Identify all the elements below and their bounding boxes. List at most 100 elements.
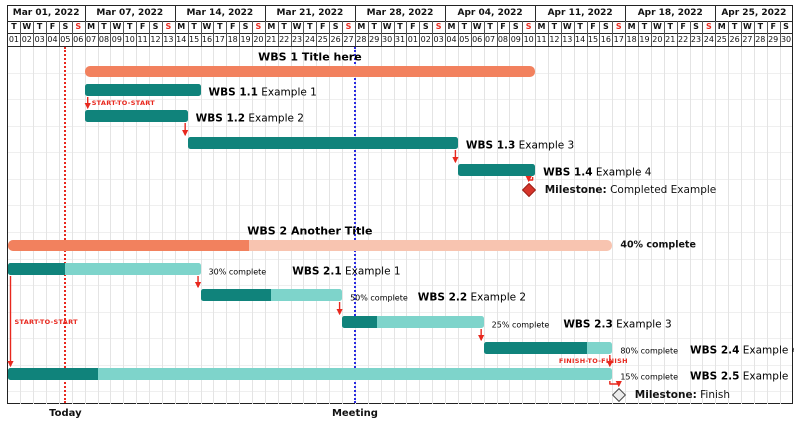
grid-vline	[149, 47, 151, 404]
day-separator	[97, 21, 99, 46]
grid-vline	[239, 47, 241, 404]
grid-vline	[432, 47, 434, 404]
grid-hline	[8, 311, 792, 313]
day-letter-cell: F	[49, 22, 56, 31]
day-separator	[277, 21, 279, 46]
day-letter-cell: F	[320, 22, 326, 31]
grid-vline	[741, 47, 743, 404]
grid-vline	[663, 47, 665, 404]
day-separator	[509, 21, 511, 46]
task-name: WBS 1.2 Example 2	[195, 112, 304, 125]
task-name: WBS 1.4 Example 4	[543, 166, 652, 179]
task-progress-label: 50% complete	[350, 293, 408, 303]
grid-hline	[8, 231, 792, 233]
day-letter-cell: T	[667, 22, 673, 31]
day-separator	[342, 21, 344, 46]
grid-vline	[728, 47, 730, 404]
week-header-cell: Apr 04, 2022	[457, 8, 523, 18]
group-bar-g2	[7, 239, 613, 251]
day-letter-cell: M	[357, 22, 366, 31]
grid-vline	[342, 47, 344, 404]
group-title-g2: WBS 2 Another Title	[247, 224, 373, 238]
grid-vline	[676, 47, 678, 404]
day-letter-cell: S	[422, 22, 429, 31]
grid-vline	[547, 47, 549, 404]
task-bar-t13	[187, 137, 458, 149]
milestone-label-m1: Milestone: Completed Example	[544, 184, 717, 196]
day-letter-cell: W	[562, 22, 572, 31]
grid-vline	[612, 47, 614, 404]
task-bar-progress	[483, 342, 587, 354]
day-letter-cell: F	[410, 22, 416, 31]
day-separator	[728, 21, 730, 46]
day-letter-cell: T	[101, 22, 107, 31]
day-letter-cell: M	[447, 22, 456, 31]
day-number-cell: 30	[780, 35, 792, 44]
day-number-cell: 08	[497, 35, 509, 44]
day-separator	[316, 21, 318, 46]
day-number-cell: 20	[253, 35, 264, 44]
day-letter-cell: S	[255, 22, 262, 31]
day-letter-cell: M	[627, 22, 636, 31]
grid-vline	[445, 47, 447, 404]
day-letter-cell: F	[770, 22, 776, 31]
task-bar-t12	[84, 110, 188, 122]
day-letter-cell: W	[112, 22, 122, 31]
day-letter-cell: T	[191, 22, 197, 31]
day-letter-cell: W	[652, 22, 662, 31]
day-number-cell: 07	[86, 35, 97, 44]
grid-vline	[136, 47, 138, 404]
day-number-cell: 03	[34, 35, 45, 44]
day-separator	[457, 21, 459, 46]
task-label-t11: WBS 1.1 Example 1	[209, 81, 317, 100]
task-progress-label: 25% complete	[491, 320, 550, 330]
day-number-cell: 28	[356, 35, 367, 44]
day-separator	[715, 21, 717, 46]
task-bar-t23	[342, 316, 484, 328]
grid-vline	[380, 47, 382, 404]
day-separator	[445, 21, 447, 46]
day-separator	[432, 21, 434, 46]
day-number-cell: 21	[665, 35, 676, 44]
grid-vline	[522, 47, 524, 404]
day-separator	[58, 21, 60, 46]
group-progress-label: 40% complete	[620, 239, 696, 251]
grid-hline	[8, 205, 792, 207]
day-separator	[149, 21, 151, 46]
day-number-cell: 09	[510, 35, 521, 44]
group-bar-g1	[84, 65, 536, 77]
day-number-cell: 27	[742, 35, 753, 44]
task-label-t21: 30% complete WBS 2.1 Example 1	[209, 260, 401, 279]
day-letter-cell: M	[537, 22, 546, 31]
task-label-t24: 80% complete WBS 2.4 Example 4	[620, 339, 794, 358]
day-separator	[676, 21, 678, 46]
day-letter-cell: T	[461, 22, 468, 31]
day-separator	[174, 21, 176, 46]
task-bar-progress	[342, 316, 378, 328]
grid-vline	[110, 47, 112, 404]
task-name: WBS 2.4 Example 4	[690, 344, 794, 357]
grid-vline	[689, 47, 691, 404]
grid-vline	[406, 47, 408, 404]
day-letter-cell: W	[382, 22, 392, 31]
day-separator	[329, 21, 331, 46]
day-number-cell: 18	[626, 35, 637, 44]
day-number-cell: 05	[459, 35, 470, 44]
day-number-cell: 20	[652, 35, 663, 44]
day-separator	[46, 21, 48, 46]
grid-vline	[599, 47, 601, 404]
grid-vline	[264, 47, 266, 404]
day-number-cell: 04	[446, 35, 457, 44]
week-header-cell: Apr 18, 2022	[637, 8, 703, 18]
day-letter-cell: M	[87, 22, 96, 31]
chart-border	[7, 5, 793, 404]
day-number-cell: 29	[768, 35, 779, 44]
milestone-label-m2: Milestone: Finish	[634, 389, 731, 401]
day-separator	[380, 21, 382, 46]
task-bar-t22	[200, 289, 343, 301]
today-line	[64, 47, 67, 403]
grid-vline	[84, 47, 86, 404]
day-letter-cell: W	[22, 22, 32, 31]
grid-hline	[8, 258, 792, 260]
